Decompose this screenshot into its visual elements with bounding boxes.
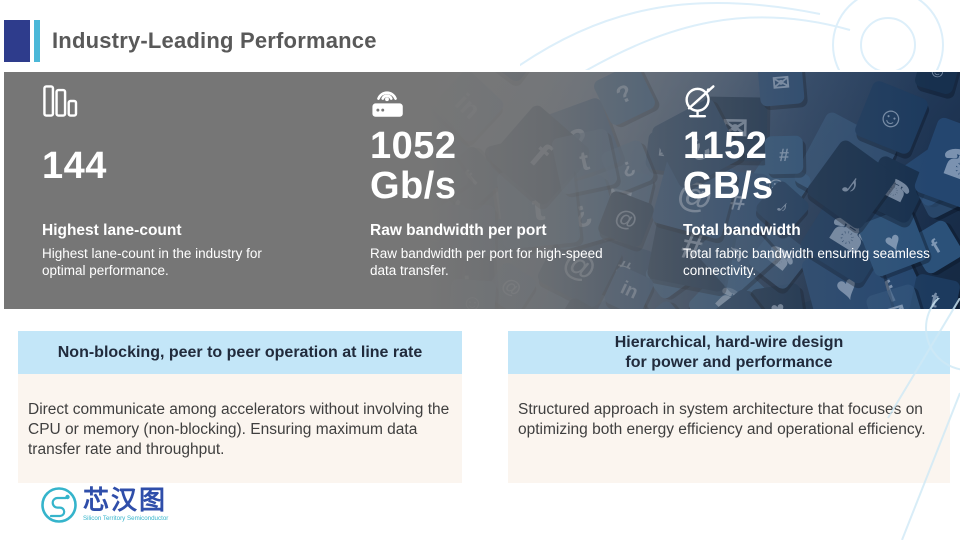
bar-chart-icon <box>42 84 342 118</box>
stat-raw-bandwidth: 1052 Gb/s Raw bandwidth per port Raw ban… <box>370 84 670 279</box>
stat-label: Total bandwidth <box>683 222 801 239</box>
stat-total-bandwidth: 1152 GB/s Total bandwidth Total fabric b… <box>683 84 960 279</box>
feature-header: Non-blocking, peer to peer operation at … <box>18 331 462 374</box>
stat-description: Total fabric bandwidth ensuring seamless… <box>683 246 930 278</box>
decorative-curves <box>520 0 944 70</box>
stat-description: Raw bandwidth per port for high-speed da… <box>370 246 603 278</box>
stat-value: 1052 <box>370 125 457 167</box>
stat-description: Highest lane-count in the industry for o… <box>42 246 262 278</box>
feature-header-line1: Hierarchical, hard-wire design <box>614 333 844 351</box>
stat-label: Highest lane-count <box>42 222 182 239</box>
title-accent-bar <box>34 20 40 62</box>
feature-box-hierarchical: Hierarchical, hard-wire design for power… <box>508 331 950 483</box>
stats-band: @?#♪✉☎♥☺ftin¿@?#♪✉☎♥☺ftin¿@?#♪✉☎♥☺ftin¿@… <box>4 72 960 309</box>
logo-tagline: Silicon Territory Semiconductor <box>83 515 169 522</box>
logo-name-cn: 芯汉图 <box>83 485 168 515</box>
stat-value: 1152 <box>683 125 768 167</box>
satellite-dish-icon <box>683 84 960 118</box>
stat-label: Raw bandwidth per port <box>370 222 547 239</box>
logo-chip-icon <box>41 487 77 523</box>
page-title: Industry-Leading Performance <box>52 28 377 53</box>
feature-header: Hierarchical, hard-wire design for power… <box>508 331 950 374</box>
feature-body: Structured approach in system architectu… <box>508 374 950 483</box>
company-logo: 芯汉图 Silicon Territory Semiconductor <box>40 486 221 526</box>
feature-body: Direct communicate among accelerators wi… <box>18 374 462 483</box>
gray-overlay <box>4 72 960 309</box>
feature-header-text: Non-blocking, peer to peer operation at … <box>57 343 423 361</box>
stat-value: 144 <box>42 145 107 187</box>
stat-lane-count: 144 Highest lane-count Highest lane-coun… <box>42 84 342 279</box>
stat-unit: GB/s <box>683 165 774 207</box>
router-icon <box>370 84 670 118</box>
feature-box-nonblocking: Non-blocking, peer to peer operation at … <box>18 331 462 483</box>
stat-unit: Gb/s <box>370 165 457 207</box>
feature-header-line2: for power and performance <box>625 353 833 371</box>
title-accent-square <box>4 20 30 62</box>
